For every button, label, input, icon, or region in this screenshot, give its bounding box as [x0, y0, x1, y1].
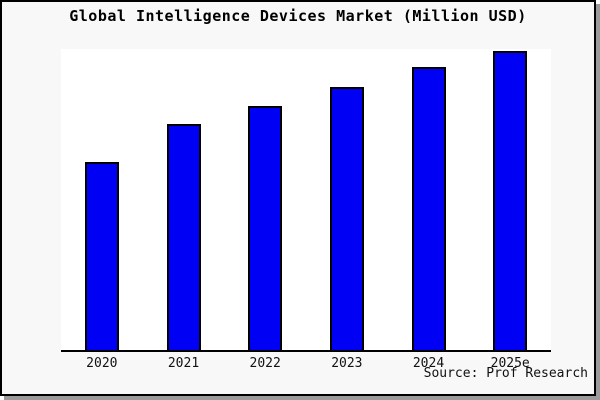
bar-2021 [166, 124, 201, 350]
bar-2025e [493, 51, 528, 350]
x-tick-label-2025e: 2025e [490, 356, 530, 371]
chart-title: Global Intelligence Devices Market (Mill… [69, 7, 527, 25]
bar-slot-2022 [224, 49, 306, 350]
bar-slot-2023 [306, 49, 388, 350]
plot-area [61, 49, 551, 352]
bar-series [61, 49, 551, 350]
bar-2020 [84, 161, 119, 350]
source-note: Source: Prof Research [423, 366, 588, 381]
x-tick-label-2024: 2024 [412, 356, 445, 371]
x-axis-tick-labels: 2020 2021 2022 2023 2024 2025e [61, 352, 551, 371]
bar-2023 [329, 86, 364, 350]
bar-2024 [411, 67, 446, 350]
bar-slot-2024 [388, 49, 470, 350]
bar-2022 [248, 105, 283, 350]
x-tick-label-2023: 2023 [331, 356, 363, 371]
bar-slot-2021 [143, 49, 225, 350]
x-tick-label-2020: 2020 [86, 356, 118, 371]
x-tick-label-2021: 2021 [167, 356, 200, 371]
x-tick-label-2022: 2022 [249, 356, 281, 371]
bar-slot-2020 [61, 49, 143, 350]
bar-slot-2025e [469, 49, 551, 350]
